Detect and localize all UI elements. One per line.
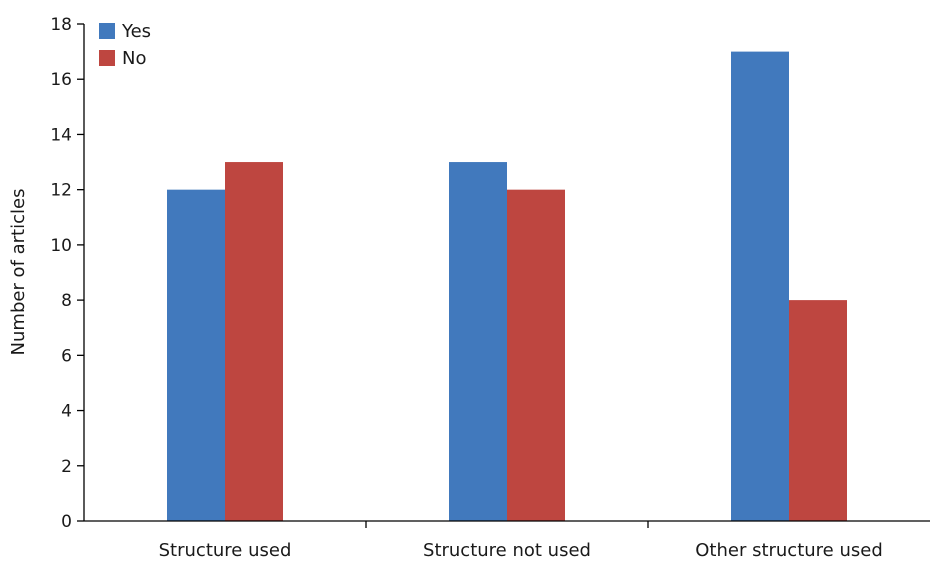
x-categories: Structure used Structure not used Other st… <box>159 521 883 561</box>
legend-label-no: No <box>122 48 146 69</box>
bars-layer <box>167 51 847 522</box>
legend: Yes No <box>99 21 151 69</box>
y-tick-label: 18 <box>50 15 72 35</box>
legend-swatch-yes <box>99 23 115 39</box>
bar-yes-3 <box>731 51 789 521</box>
y-tick-label: 10 <box>50 236 72 256</box>
bar-yes-1 <box>167 189 225 521</box>
legend-swatch-no <box>99 50 115 66</box>
y-tick-label: 0 <box>61 512 72 532</box>
y-tick-label: 16 <box>50 70 72 90</box>
bar-yes-2 <box>449 162 507 522</box>
bar-no-2 <box>507 189 565 521</box>
y-tick-label: 2 <box>61 457 72 477</box>
x-category-label: Other structure used <box>695 540 883 561</box>
y-tick-label: 8 <box>61 291 72 311</box>
y-tick-label: 12 <box>50 181 72 201</box>
x-category-label: Structure used <box>159 540 292 561</box>
axes-layer <box>83 24 930 522</box>
y-tick-label: 6 <box>61 346 72 366</box>
legend-label-yes: Yes <box>121 21 151 42</box>
y-tick-label: 14 <box>50 125 72 145</box>
x-category-label: Structure not used <box>423 540 591 561</box>
y-tick-label: 4 <box>61 402 72 422</box>
bar-no-1 <box>225 162 283 522</box>
y-axis-label: Number of articles <box>8 189 29 356</box>
bar-no-3 <box>789 300 847 521</box>
y-ticks: 0 2 4 6 8 10 12 14 16 18 <box>50 15 84 532</box>
